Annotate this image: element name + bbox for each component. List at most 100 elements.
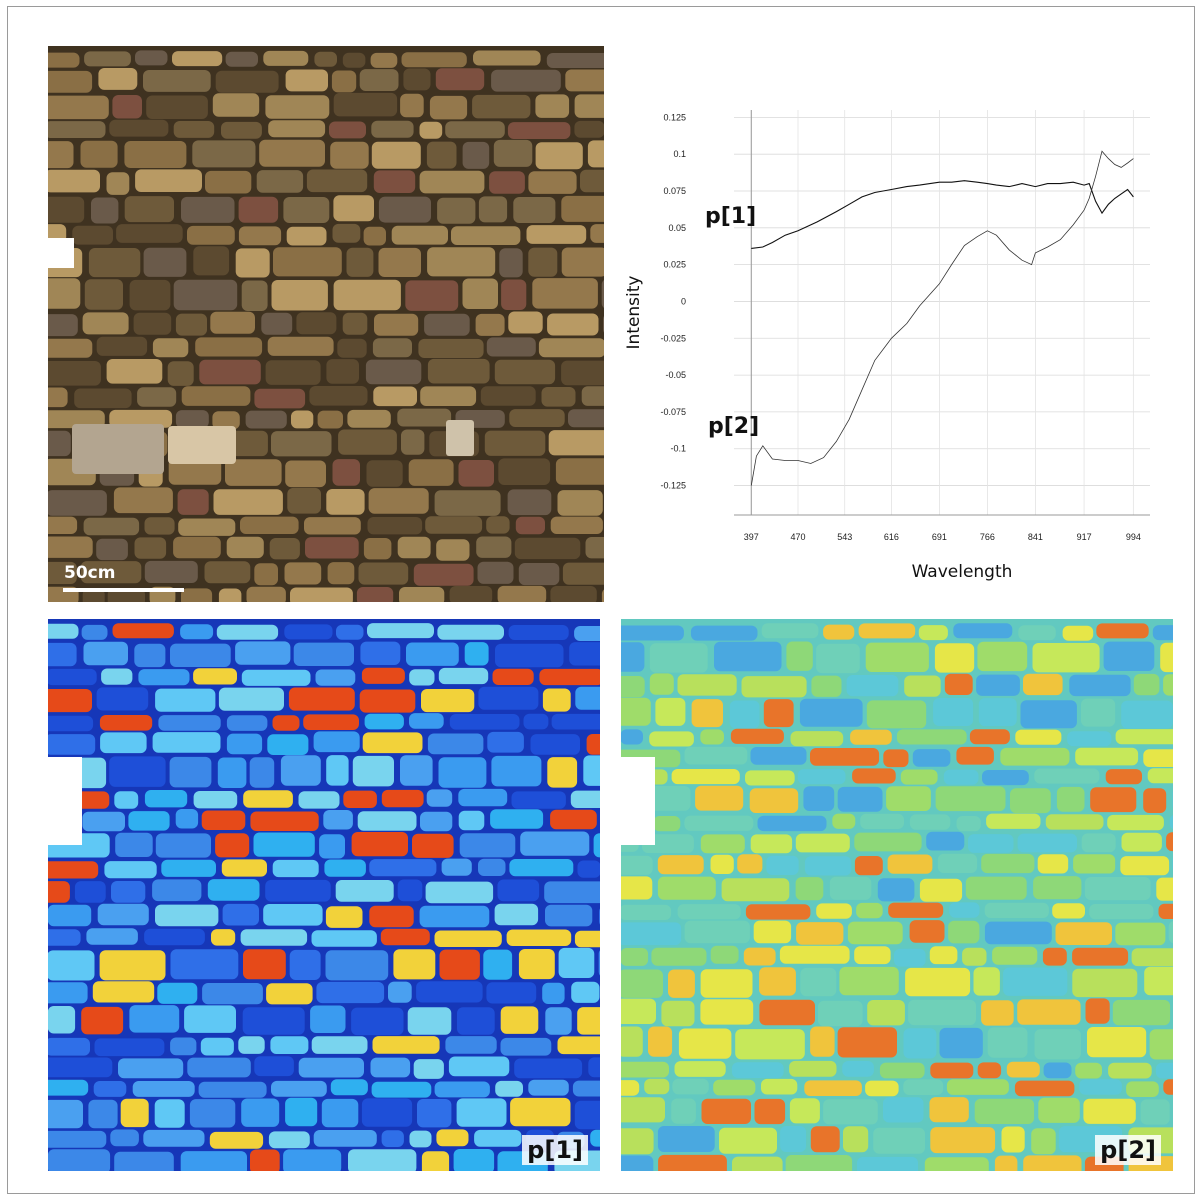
stone [894,948,926,967]
stone [367,517,423,535]
stone [81,624,108,640]
y-tick-label: 0.025 [663,260,686,270]
stone [434,1081,490,1098]
stone [426,789,453,807]
stone [358,562,409,585]
stone [621,642,645,672]
y-tick-label: 0.1 [673,149,686,159]
stone [98,68,138,90]
stone [986,813,1041,829]
stone [1166,832,1173,852]
stone [72,424,164,474]
stone [842,1061,874,1077]
stone [761,623,819,639]
stone [483,949,513,980]
stone [346,247,374,277]
stone [152,732,221,753]
stone [199,359,261,385]
stone [858,623,916,639]
stone [569,642,600,666]
stone [48,196,85,223]
mask-notch [48,757,82,845]
stone [621,1061,669,1078]
stone [235,641,291,665]
stone [287,487,321,514]
stone [184,1005,236,1033]
stone [168,458,222,485]
stone [580,169,604,193]
stone [135,169,202,192]
stone [81,1006,124,1035]
stone [953,623,1013,639]
stone [111,881,146,903]
stone [48,338,93,358]
stone [361,1098,413,1127]
stone [48,715,94,732]
stone [480,386,536,406]
stone [173,121,215,138]
stone [333,195,374,222]
stone [731,1062,784,1078]
x-axis-title: Wavelength [912,562,1013,582]
stone [74,388,132,409]
stone [285,69,328,92]
stone [754,1098,786,1125]
stone [949,902,980,918]
stone [655,697,686,726]
stone [542,688,571,712]
stone [1034,1029,1081,1060]
stone [1115,922,1166,946]
stone [1042,947,1067,966]
stone [393,949,436,980]
stone [973,967,1000,996]
stone [649,643,708,673]
stone [434,930,502,947]
stone [867,1000,905,1026]
figure-frame [7,6,1195,1194]
stone [331,70,357,93]
stone [459,833,516,858]
stone [557,1036,600,1055]
stone [99,715,153,731]
stone [158,715,221,731]
stone [671,1098,696,1124]
stone [832,813,856,829]
stone [757,815,827,832]
stone [215,70,279,93]
stone [204,561,251,584]
stone [88,248,141,278]
stone [599,908,600,925]
stone [202,983,263,1005]
stone [401,429,425,455]
stone [1087,1027,1147,1058]
stone [491,69,561,92]
stone [1085,998,1110,1024]
stone [984,902,1049,918]
stone [523,713,549,730]
stone [321,1098,359,1128]
stone [837,1027,897,1058]
stone [106,359,163,384]
stone [474,1129,522,1147]
stone [574,626,600,641]
stone [904,675,941,697]
stone [903,1028,937,1059]
stone [1112,999,1171,1026]
stone [818,1000,863,1027]
stone [1055,922,1112,945]
stone [48,430,71,457]
stone [48,982,88,1004]
stone [369,859,437,877]
spectra-chart: 0.125 0.1 0.075 0.05 0.025 0 -0.025 -0.05 -0.075… [624,110,1150,582]
stone [369,905,414,928]
stone [205,170,252,194]
stone [371,141,421,169]
stone [438,757,487,788]
stone [195,337,263,357]
stone [48,361,101,386]
stone [419,905,490,928]
scale-bar-label: 50cm [64,563,116,583]
stone [92,981,155,1003]
stone [189,1099,236,1128]
stone [1023,673,1063,696]
